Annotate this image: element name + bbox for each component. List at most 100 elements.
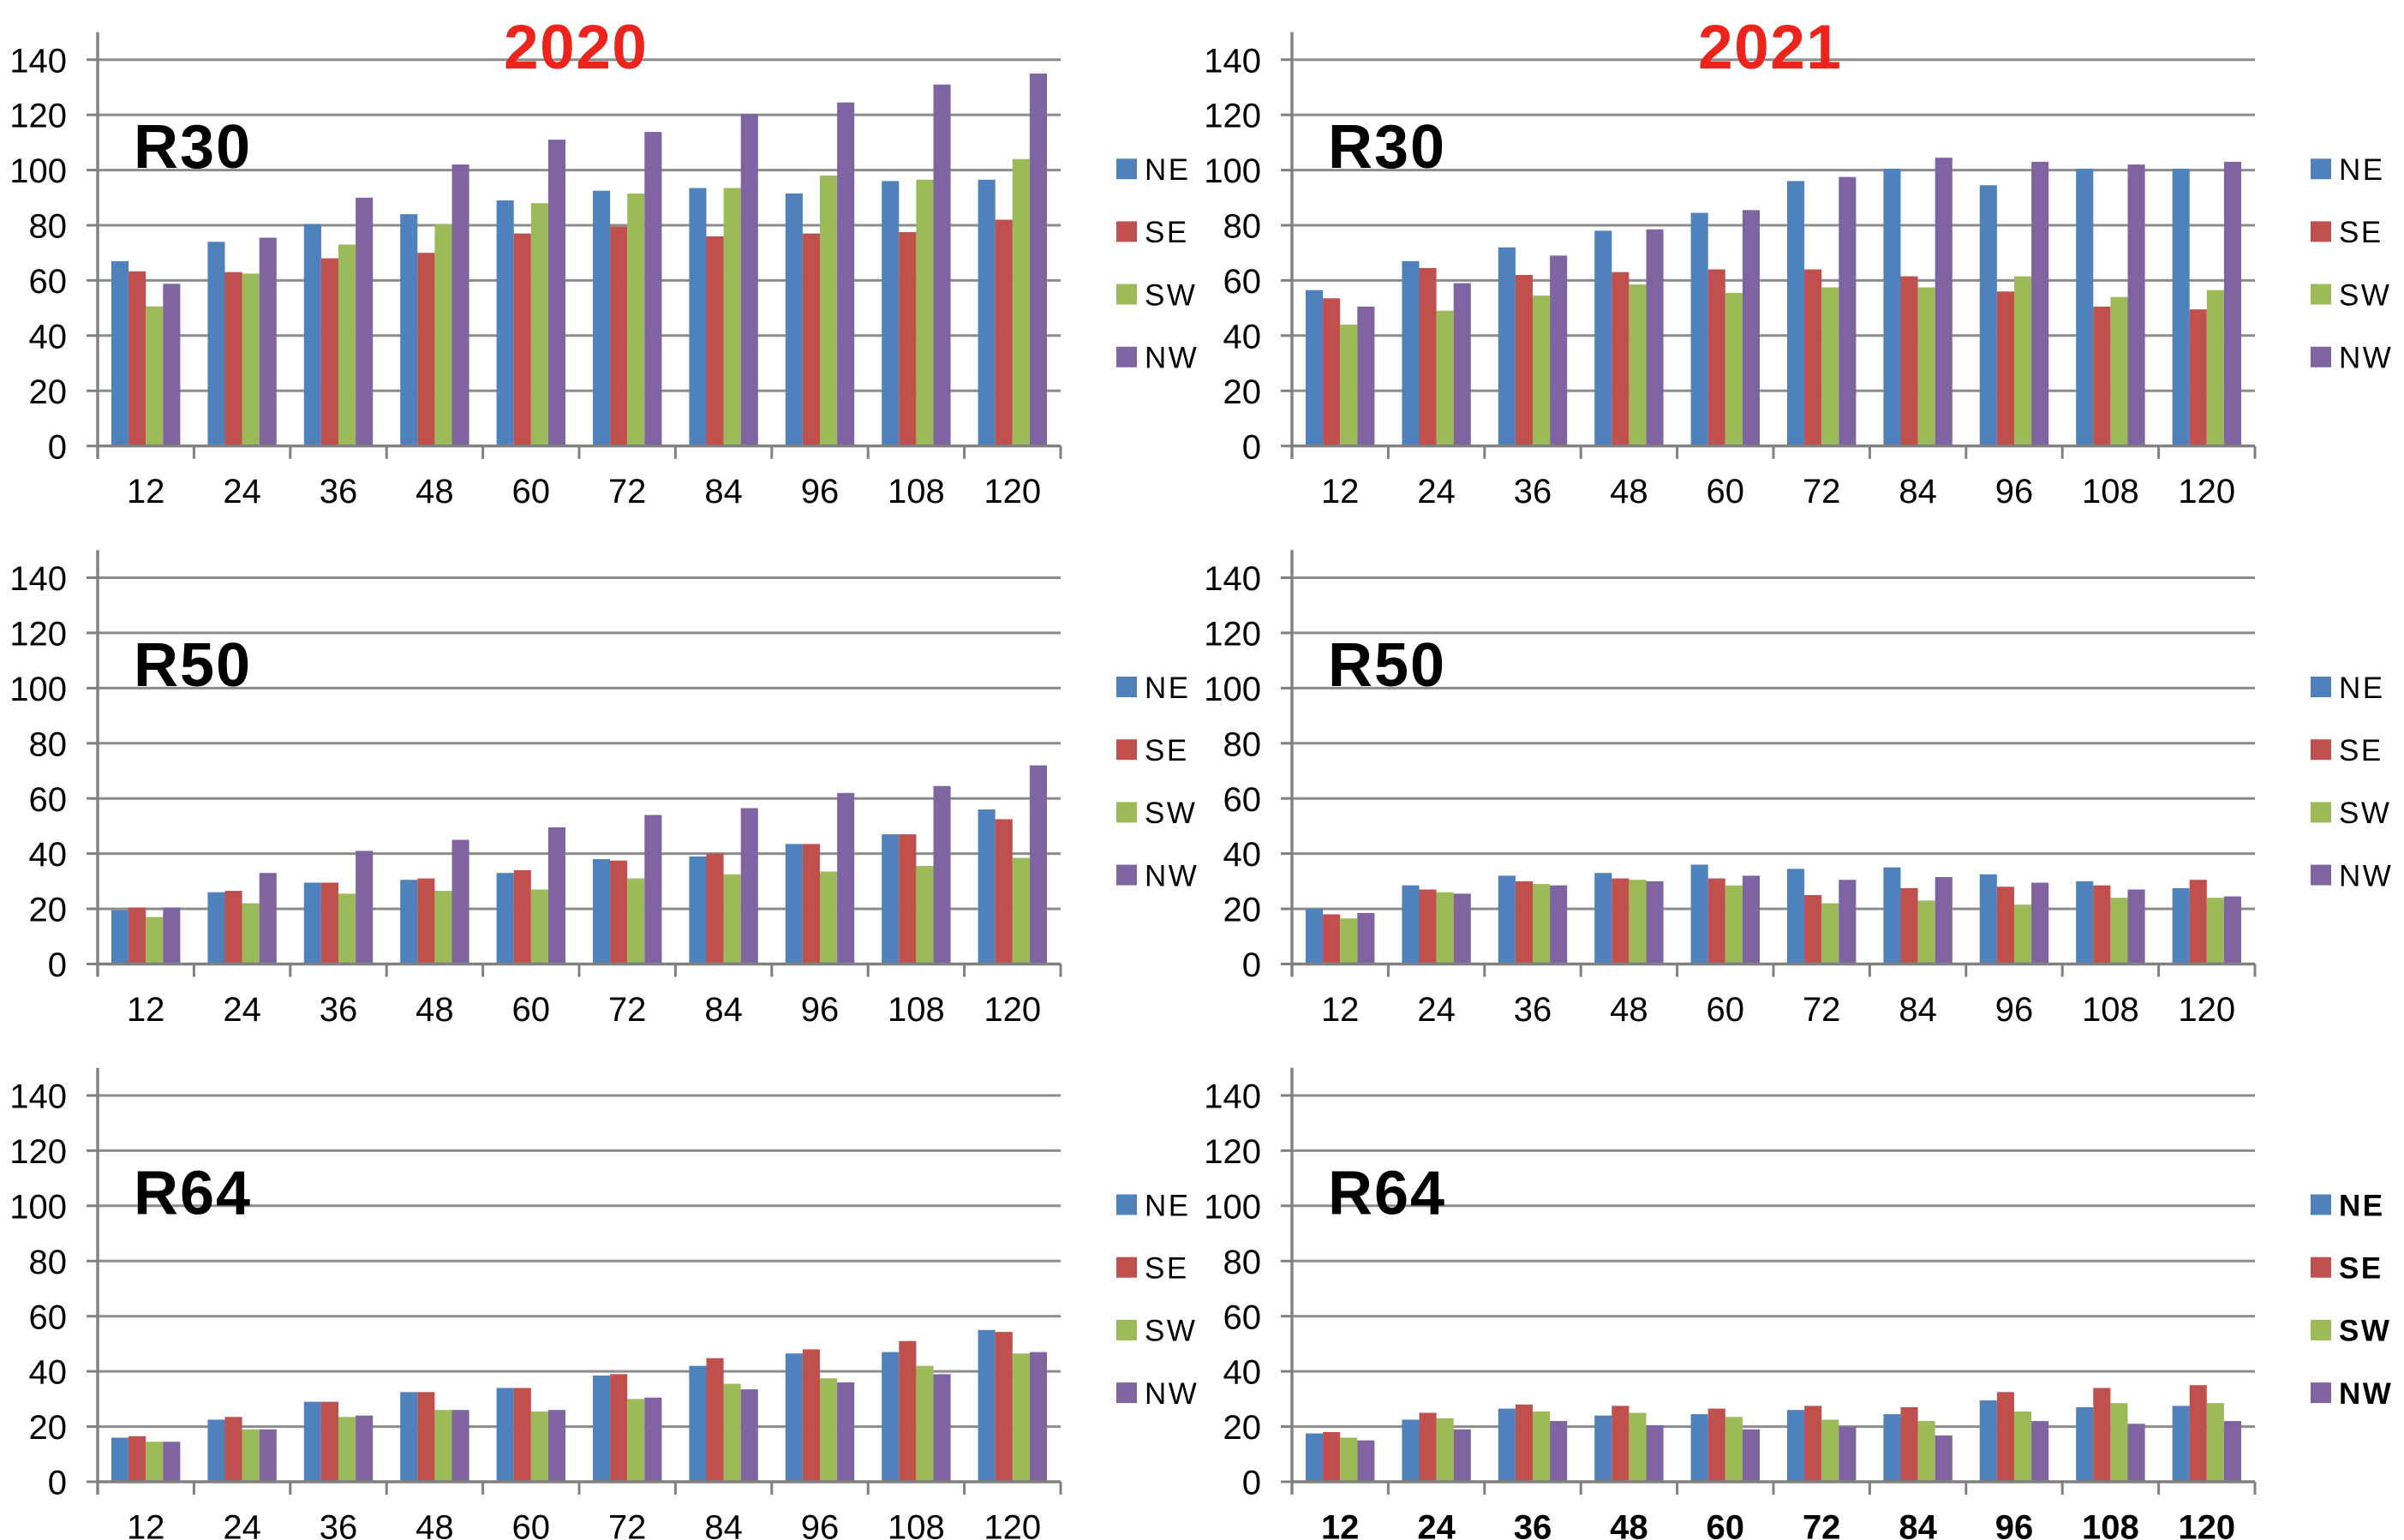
svg-text:80: 80 <box>1223 208 1262 246</box>
svg-text:20: 20 <box>1223 892 1262 929</box>
svg-text:R30: R30 <box>1328 113 1446 182</box>
svg-text:96: 96 <box>1995 1509 2034 1540</box>
svg-text:84: 84 <box>1899 1509 1937 1540</box>
svg-text:40: 40 <box>1223 1354 1262 1392</box>
svg-text:SW: SW <box>1145 797 1197 830</box>
svg-text:20: 20 <box>29 373 68 411</box>
svg-text:12: 12 <box>127 473 165 510</box>
svg-text:NW: NW <box>1145 859 1199 892</box>
svg-text:140: 140 <box>1204 1078 1261 1116</box>
svg-text:40: 40 <box>29 836 68 874</box>
svg-text:120: 120 <box>984 473 1041 510</box>
svg-text:48: 48 <box>416 991 454 1029</box>
svg-text:SW: SW <box>1145 278 1197 312</box>
svg-text:140: 140 <box>9 42 67 80</box>
svg-text:NE: NE <box>2339 153 2385 187</box>
svg-text:120: 120 <box>2178 991 2235 1029</box>
svg-text:120: 120 <box>2178 473 2235 510</box>
svg-text:20: 20 <box>29 892 68 929</box>
svg-text:0: 0 <box>48 428 67 466</box>
svg-text:100: 100 <box>1204 1188 1261 1226</box>
svg-text:96: 96 <box>801 473 840 510</box>
svg-text:140: 140 <box>9 560 67 598</box>
svg-text:120: 120 <box>1204 98 1261 135</box>
svg-text:R64: R64 <box>1328 1160 1446 1228</box>
svg-text:48: 48 <box>416 1509 454 1540</box>
svg-text:SE: SE <box>2339 1252 2383 1286</box>
svg-text:SE: SE <box>2339 734 2383 767</box>
svg-text:108: 108 <box>888 1509 945 1540</box>
svg-text:NE: NE <box>1145 672 1191 705</box>
svg-text:140: 140 <box>1204 42 1261 80</box>
svg-text:60: 60 <box>1223 781 1262 819</box>
svg-text:72: 72 <box>1803 1509 1841 1540</box>
svg-text:2020: 2020 <box>504 13 648 82</box>
svg-text:40: 40 <box>1223 318 1262 355</box>
svg-text:72: 72 <box>608 1509 647 1540</box>
svg-text:R50: R50 <box>134 631 252 700</box>
svg-text:60: 60 <box>29 1298 68 1336</box>
svg-text:108: 108 <box>888 473 945 510</box>
svg-text:24: 24 <box>223 473 261 510</box>
svg-text:NW: NW <box>2339 1377 2393 1411</box>
svg-text:48: 48 <box>1610 991 1648 1029</box>
svg-text:40: 40 <box>29 318 68 355</box>
svg-text:140: 140 <box>1204 560 1261 598</box>
svg-text:12: 12 <box>127 1509 165 1540</box>
svg-text:100: 100 <box>9 671 67 708</box>
svg-text:R64: R64 <box>134 1160 252 1228</box>
svg-text:80: 80 <box>1223 725 1262 763</box>
svg-text:SE: SE <box>1145 1252 1189 1286</box>
svg-text:72: 72 <box>1803 473 1841 510</box>
svg-text:84: 84 <box>704 991 743 1029</box>
svg-text:108: 108 <box>888 991 945 1029</box>
svg-text:SW: SW <box>2339 1315 2391 1348</box>
svg-text:20: 20 <box>1223 1409 1262 1447</box>
svg-text:84: 84 <box>1899 473 1937 510</box>
svg-text:NW: NW <box>1145 1377 1199 1411</box>
svg-text:24: 24 <box>223 991 261 1029</box>
svg-text:60: 60 <box>1707 473 1745 510</box>
svg-text:120: 120 <box>9 98 67 135</box>
svg-text:SE: SE <box>1145 216 1189 249</box>
svg-text:96: 96 <box>801 991 840 1029</box>
svg-text:NE: NE <box>1145 153 1191 187</box>
svg-text:NW: NW <box>2339 859 2393 892</box>
svg-text:72: 72 <box>608 991 647 1029</box>
svg-text:NW: NW <box>1145 342 1199 375</box>
svg-text:40: 40 <box>29 1354 68 1392</box>
svg-text:60: 60 <box>512 473 551 510</box>
svg-text:120: 120 <box>984 991 1041 1029</box>
svg-text:36: 36 <box>320 991 358 1029</box>
svg-text:108: 108 <box>2082 991 2139 1029</box>
svg-text:12: 12 <box>1321 991 1360 1029</box>
svg-text:SW: SW <box>2339 278 2391 312</box>
svg-text:R30: R30 <box>134 113 252 182</box>
svg-text:36: 36 <box>1514 1509 1552 1540</box>
svg-text:96: 96 <box>1995 473 2034 510</box>
svg-text:40: 40 <box>1223 836 1262 874</box>
svg-text:60: 60 <box>512 1509 551 1540</box>
svg-text:NW: NW <box>2339 342 2393 375</box>
svg-text:108: 108 <box>2082 1509 2139 1540</box>
svg-text:NE: NE <box>2339 1189 2385 1222</box>
svg-text:60: 60 <box>1707 1509 1745 1540</box>
svg-text:NE: NE <box>1145 1189 1191 1222</box>
svg-text:36: 36 <box>1514 473 1552 510</box>
svg-text:120: 120 <box>9 1133 67 1171</box>
svg-text:120: 120 <box>1204 616 1261 654</box>
svg-text:36: 36 <box>1514 991 1552 1029</box>
svg-text:NE: NE <box>2339 672 2385 705</box>
svg-text:20: 20 <box>29 1409 68 1447</box>
svg-text:0: 0 <box>1242 428 1261 466</box>
svg-text:24: 24 <box>1417 1509 1456 1540</box>
svg-text:24: 24 <box>1417 473 1456 510</box>
svg-text:60: 60 <box>1223 1298 1262 1336</box>
svg-text:80: 80 <box>1223 1244 1262 1281</box>
svg-text:36: 36 <box>320 1509 358 1540</box>
svg-text:60: 60 <box>29 781 68 819</box>
svg-text:84: 84 <box>704 1509 743 1540</box>
svg-text:SW: SW <box>1145 1315 1197 1348</box>
svg-text:0: 0 <box>1242 1465 1261 1502</box>
svg-text:0: 0 <box>48 1465 67 1502</box>
